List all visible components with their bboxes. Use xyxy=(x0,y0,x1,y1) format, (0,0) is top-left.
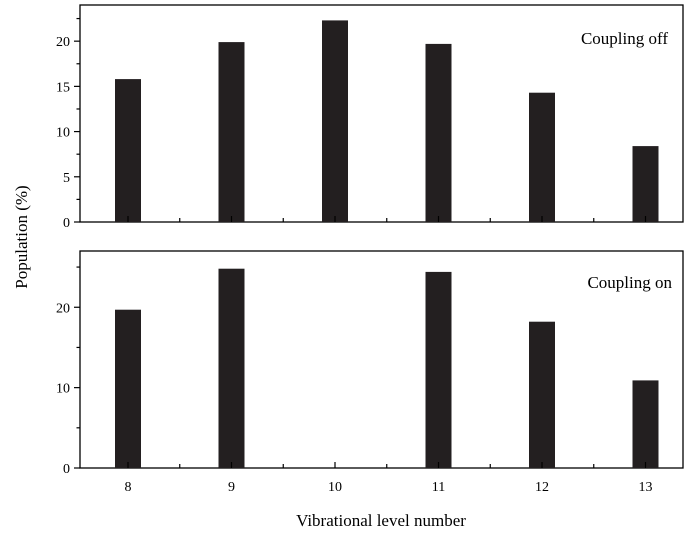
x-tick-label: 12 xyxy=(535,480,549,495)
bar-13 xyxy=(632,146,659,222)
y-tick-label: 0 xyxy=(63,216,70,231)
y-tick-label: 0 xyxy=(63,462,70,477)
x-tick-label: 13 xyxy=(639,480,653,495)
bar-11 xyxy=(425,43,452,223)
panel-coupling-on: Coupling on 0 10 20 xyxy=(56,250,684,477)
bar-8 xyxy=(115,79,141,222)
y-tick-label: 20 xyxy=(56,35,70,50)
bar-8 xyxy=(115,309,141,468)
bar-9 xyxy=(218,268,245,468)
y-tick-label: 10 xyxy=(56,126,70,141)
x-tick-label: 9 xyxy=(228,480,235,495)
bar-12 xyxy=(529,321,555,468)
x-tick-label: 10 xyxy=(328,480,342,495)
bar-11 xyxy=(425,271,452,468)
y-tick-label: 15 xyxy=(56,80,70,95)
y-tick-label: 10 xyxy=(56,382,70,397)
x-tick-label: 11 xyxy=(432,480,445,495)
y-tick-label: 20 xyxy=(56,301,70,316)
bar-9 xyxy=(218,42,245,222)
x-axis-labels: 8 9 10 11 12 13 xyxy=(125,480,653,495)
panel-label: Coupling on xyxy=(587,273,672,292)
panel-frame xyxy=(79,4,684,223)
panel-coupling-off: Coupling off 0 5 10 15 20 xyxy=(56,4,684,231)
x-axis-title: Vibrational level number xyxy=(296,511,466,530)
y-axis-title: Population (%) xyxy=(12,185,31,288)
x-tick-label: 8 xyxy=(125,480,132,495)
bar-12 xyxy=(529,92,555,222)
panel-frame xyxy=(79,250,684,469)
bar-10 xyxy=(322,20,348,223)
bar-13 xyxy=(632,380,659,468)
panel-label: Coupling off xyxy=(581,29,668,48)
y-tick-label: 5 xyxy=(63,171,70,186)
